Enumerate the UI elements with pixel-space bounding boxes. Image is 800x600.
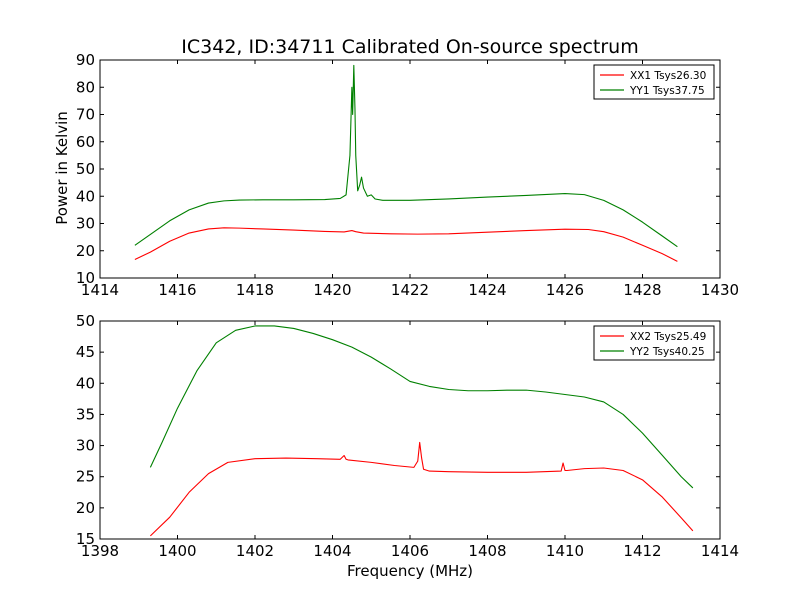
x-tick-label: 1410 [546,542,584,560]
y-tick-label: 15 [76,530,95,548]
x-tick-label: 1420 [313,281,351,299]
y-tick-label: 40 [76,187,95,205]
x-tick-label: 1400 [158,542,196,560]
legend-box [593,64,715,100]
series-line-1-1 [134,227,678,262]
y-tick-label: 70 [76,106,95,124]
y-tick-label: 40 [76,374,95,392]
x-tick-label: 1426 [546,281,584,299]
x-tick-label: 1418 [236,281,274,299]
series-line-2-1 [149,441,694,537]
x-tick-label: 1402 [236,542,274,560]
legend: XX2 Tsys25.49 YY2 Tsys40.25 [593,325,715,361]
legend-label: XX2 Tsys25.49 [630,331,706,343]
y-tick-label: 50 [76,312,95,330]
y-tick-label: 90 [76,51,95,69]
chart-title: IC342, ID:34711 Calibrated On-source spe… [181,36,638,58]
y-tick-label: 45 [76,343,95,361]
y-tick-label: 35 [76,405,95,423]
x-tick-label: 1416 [158,281,196,299]
y-tick-label: 60 [76,133,95,151]
x-tick-label: 1404 [313,542,351,560]
y-tick-label: 20 [76,242,95,260]
y-tick-label: 10 [76,269,95,287]
series-line-1-2 [134,64,678,248]
legend-label: XX1 Tsys26.30 [630,70,706,82]
legend: XX1 Tsys26.30 YY1 Tsys37.75 [593,64,715,100]
legend-box [593,325,715,361]
series-line-2-2 [149,325,694,489]
y-axis-label: Power in Kelvin [53,111,71,225]
bottom-plot: 1398 1400 1402 1404 1406 1408 1410 1412 1414 15 20… [76,312,739,560]
top-plot: 1414 1416 1418 1420 1422 1424 1426 1428 1430 10 20… [76,51,739,299]
x-tick-label: 1414 [701,542,739,560]
x-tick-label: 1406 [391,542,429,560]
x-tick-label: 1422 [391,281,429,299]
x-tick-label: 1408 [468,542,506,560]
y-tick-label: 20 [76,499,95,517]
y-tick-label: 30 [76,437,95,455]
legend-label: YY2 Tsys40.25 [629,346,705,358]
x-tick-label: 1412 [623,542,661,560]
x-tick-label: 1428 [623,281,661,299]
x-tick-label: 1424 [468,281,506,299]
y-tick-label: 50 [76,160,95,178]
y-tick-label: 30 [76,215,95,233]
x-tick-label: 1398 [81,542,119,560]
y-tick-label: 25 [76,468,95,486]
x-axis-label: Frequency (MHz) [347,562,473,580]
y-tick-label: 80 [76,78,95,96]
x-tick-label: 1430 [701,281,739,299]
x-tick-label: 1414 [81,281,119,299]
legend-label: YY1 Tsys37.75 [629,85,705,97]
